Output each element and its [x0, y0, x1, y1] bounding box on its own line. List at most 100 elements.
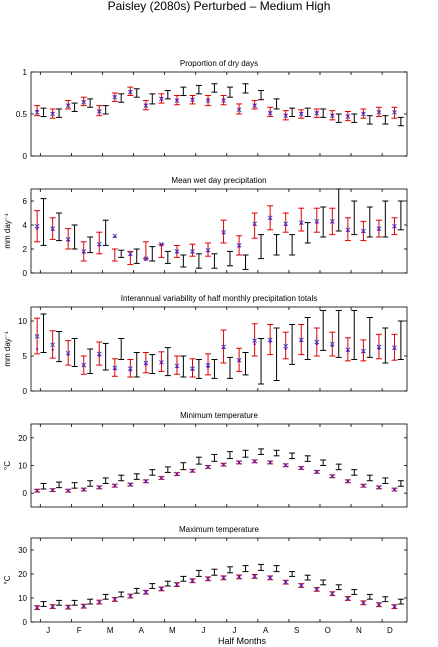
model-errorbar — [111, 483, 118, 489]
model-errorbar — [158, 475, 165, 481]
observed-errorbar — [87, 98, 94, 108]
model-errorbar — [127, 482, 134, 487]
observed-errorbar — [242, 449, 249, 458]
observed-errorbar — [164, 347, 171, 377]
model-errorbar — [251, 323, 258, 357]
model-median-marker — [269, 340, 272, 344]
model-mean-marker — [392, 223, 397, 229]
model-errorbar — [329, 110, 336, 121]
model-errorbar — [391, 106, 398, 119]
model-median-marker — [377, 110, 381, 113]
model-mean-marker — [267, 215, 273, 221]
month-label: S — [294, 626, 299, 635]
model-errorbar — [267, 575, 274, 581]
y-axis-label: mm day⁻¹ — [3, 331, 12, 367]
model-errorbar — [375, 219, 382, 238]
model-median-marker — [206, 366, 210, 369]
observed-errorbar — [164, 250, 171, 264]
model-mean-marker — [361, 348, 366, 354]
model-median-marker — [331, 345, 334, 348]
model-median-marker — [393, 110, 396, 113]
observed-errorbar — [40, 198, 47, 246]
model-mean-marker — [65, 237, 71, 242]
model-errorbar — [391, 604, 398, 610]
model-errorbar — [251, 212, 258, 239]
model-median-marker — [331, 592, 334, 595]
model-mean-marker — [205, 247, 211, 253]
model-median-marker — [160, 244, 163, 247]
model-median-marker — [362, 231, 365, 234]
figure-title: Paisley (2080s) Perturbed – Medium High — [108, 0, 331, 13]
model-mean-marker — [298, 220, 304, 225]
model-median-marker — [191, 368, 194, 372]
y-tick-label: 5 — [23, 352, 28, 361]
observed-errorbar — [71, 338, 78, 367]
panel-5: Maximum temperature °C 0 10 20 30 — [3, 525, 408, 627]
model-errorbar — [49, 604, 56, 610]
model-median-marker — [160, 476, 163, 480]
model-errorbar — [282, 331, 289, 360]
model-errorbar — [220, 95, 227, 106]
model-mean-marker — [50, 226, 56, 231]
model-median-marker — [144, 480, 147, 483]
observed-errorbar — [273, 449, 280, 457]
model-mean-marker — [50, 342, 56, 348]
observed-errorbar — [118, 338, 125, 360]
observed-errorbar — [149, 583, 156, 589]
model-errorbar — [344, 217, 351, 242]
observed-errorbar — [320, 310, 327, 351]
observed-errorbar — [366, 474, 373, 482]
model-median-marker — [129, 594, 132, 598]
model-errorbar — [173, 95, 180, 106]
model-median-marker — [206, 577, 210, 580]
model-median-marker — [129, 369, 132, 372]
observed-errorbar — [304, 222, 311, 244]
model-errorbar — [65, 228, 72, 250]
model-median-marker — [144, 591, 147, 594]
model-mean-marker — [81, 249, 87, 254]
model-errorbar — [96, 231, 103, 255]
model-mean-marker — [159, 241, 164, 247]
model-mean-marker — [392, 345, 397, 350]
model-errorbar — [142, 100, 149, 111]
model-median-marker — [144, 103, 147, 106]
model-median-marker — [362, 351, 365, 354]
model-errorbar — [313, 469, 320, 475]
model-errorbar — [282, 110, 289, 121]
observed-errorbar — [87, 236, 94, 254]
model-errorbar — [65, 604, 72, 610]
model-median-marker — [284, 464, 287, 467]
model-median-marker — [160, 587, 163, 590]
model-errorbar — [251, 100, 258, 110]
model-errorbar — [391, 487, 398, 492]
x-axis-label: Half Months — [218, 636, 267, 646]
panel-4: Minimum temperature °C 0 10 20 — [3, 411, 408, 508]
model-errorbar — [80, 96, 87, 107]
model-errorbar — [205, 95, 212, 107]
model-errorbar — [236, 347, 243, 372]
model-errorbar — [329, 207, 336, 236]
observed-errorbar — [211, 359, 218, 379]
model-median-marker — [67, 239, 70, 242]
observed-errorbar — [258, 234, 265, 260]
observed-errorbar — [149, 354, 156, 374]
model-mean-marker — [267, 337, 273, 343]
model-median-marker — [206, 465, 210, 468]
month-label: J — [46, 626, 50, 635]
model-median-marker — [346, 597, 349, 600]
model-median-marker — [362, 484, 365, 487]
observed-errorbar — [102, 477, 109, 484]
model-mean-marker — [127, 251, 133, 257]
model-mean-marker — [376, 344, 382, 350]
model-median-marker — [129, 253, 132, 257]
observed-errorbar — [195, 253, 202, 269]
model-median-marker — [82, 100, 85, 103]
observed-errorbar — [335, 463, 342, 471]
model-median-marker — [222, 347, 225, 350]
model-median-marker — [82, 605, 85, 608]
model-errorbar — [127, 250, 134, 266]
model-errorbar — [49, 108, 56, 119]
month-label: D — [387, 626, 393, 635]
observed-errorbar — [195, 569, 202, 577]
